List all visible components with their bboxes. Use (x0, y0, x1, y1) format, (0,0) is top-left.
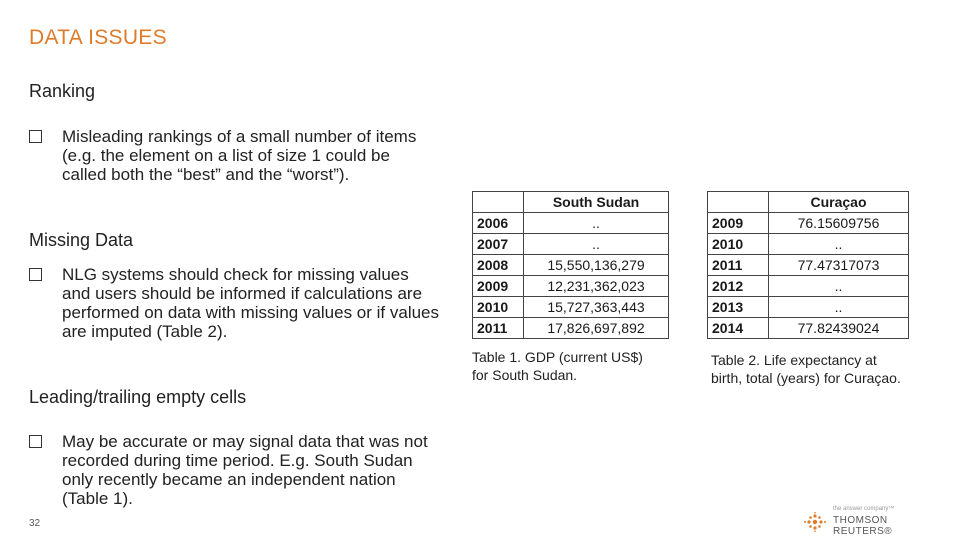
gdp-table: South Sudan 2006 .. 2007 .. 2008 15,550,… (472, 191, 669, 339)
table-header-row: South Sudan (472, 191, 669, 213)
table-value-cell: .. (768, 296, 909, 318)
table-row: 2010 .. (707, 233, 909, 255)
table-year-cell: 2010 (707, 233, 769, 255)
bullet-missing-data: NLG systems should check for missing val… (29, 265, 439, 341)
bullet-text: Misleading rankings of a small number of… (62, 127, 417, 184)
table-value-cell: .. (523, 212, 669, 234)
table-column-header: South Sudan (523, 191, 669, 213)
table-row: 2011 17,826,697,892 (472, 317, 669, 339)
table-row: 2014 77.82439024 (707, 317, 909, 339)
table-year-cell: 2011 (707, 254, 769, 276)
table-year-cell: 2010 (472, 296, 524, 318)
slide-title: DATA ISSUES (29, 26, 167, 49)
table-value-cell: 76.15609756 (768, 212, 909, 234)
table-row: 2006 .. (472, 212, 669, 234)
table-year-cell: 2011 (472, 317, 524, 339)
company-logo: the answer company™ THOMSON REUTERS® (803, 506, 943, 537)
bullet-text: May be accurate or may signal data that … (62, 432, 428, 508)
caption-line: Table 2. Life expectancy at (711, 352, 877, 368)
bullet-text: NLG systems should check for missing val… (62, 265, 440, 341)
table-corner-cell (472, 191, 524, 213)
table2-caption: Table 2. Life expectancy at birth, total… (711, 351, 901, 387)
caption-line: birth, total (years) for Curaçao. (711, 370, 901, 386)
caption-line: for South Sudan. (472, 367, 578, 383)
table-year-cell: 2013 (707, 296, 769, 318)
table-year-cell: 2008 (472, 254, 524, 276)
bullet-ranking: Misleading rankings of a small number of… (29, 127, 439, 184)
thomson-reuters-dot-logo-icon (804, 512, 826, 532)
section-heading-ranking: Ranking (29, 81, 96, 101)
table-row: 2013 .. (707, 296, 909, 318)
section-heading-empty-cells: Leading/trailing empty cells (29, 387, 247, 407)
table-year-cell: 2009 (707, 212, 769, 234)
table-column-header: Curaçao (768, 191, 909, 213)
table-header-row: Curaçao (707, 191, 909, 213)
table-row: 2009 12,231,362,023 (472, 275, 669, 297)
table-row: 2007 .. (472, 233, 669, 255)
table-year-cell: 2014 (707, 317, 769, 339)
table-value-cell: 17,826,697,892 (523, 317, 669, 339)
table-row: 2011 77.47317073 (707, 254, 909, 276)
table-year-cell: 2009 (472, 275, 524, 297)
table-row: 2012 .. (707, 275, 909, 297)
section-heading-missing-data: Missing Data (29, 230, 134, 250)
table-value-cell: 77.82439024 (768, 317, 909, 339)
table-value-cell: 12,231,362,023 (523, 275, 669, 297)
life-expectancy-table: Curaçao 2009 76.15609756 2010 .. 2011 77… (707, 191, 909, 339)
table-row: 2010 15,727,363,443 (472, 296, 669, 318)
table-value-cell: 15,550,136,279 (523, 254, 669, 276)
logo-tagline: the answer company™ (833, 506, 895, 512)
table-corner-cell (707, 191, 769, 213)
bullet-box-icon (29, 268, 42, 281)
bullet-box-icon (29, 435, 42, 448)
table-value-cell: .. (768, 233, 909, 255)
table1-caption: Table 1. GDP (current US$) for South Sud… (472, 348, 643, 384)
table-value-cell: 77.47317073 (768, 254, 909, 276)
bullet-empty-cells: May be accurate or may signal data that … (29, 432, 439, 508)
table-value-cell: .. (523, 233, 669, 255)
table-row: 2009 76.15609756 (707, 212, 909, 234)
table-year-cell: 2012 (707, 275, 769, 297)
table-value-cell: 15,727,363,443 (523, 296, 669, 318)
logo-name: THOMSON REUTERS® (833, 515, 893, 537)
page-number: 32 (29, 518, 41, 529)
bullet-box-icon (29, 130, 42, 143)
table-value-cell: .. (768, 275, 909, 297)
caption-line: Table 1. GDP (current US$) (472, 349, 643, 365)
table-row: 2008 15,550,136,279 (472, 254, 669, 276)
table-year-cell: 2006 (472, 212, 524, 234)
table-year-cell: 2007 (472, 233, 524, 255)
